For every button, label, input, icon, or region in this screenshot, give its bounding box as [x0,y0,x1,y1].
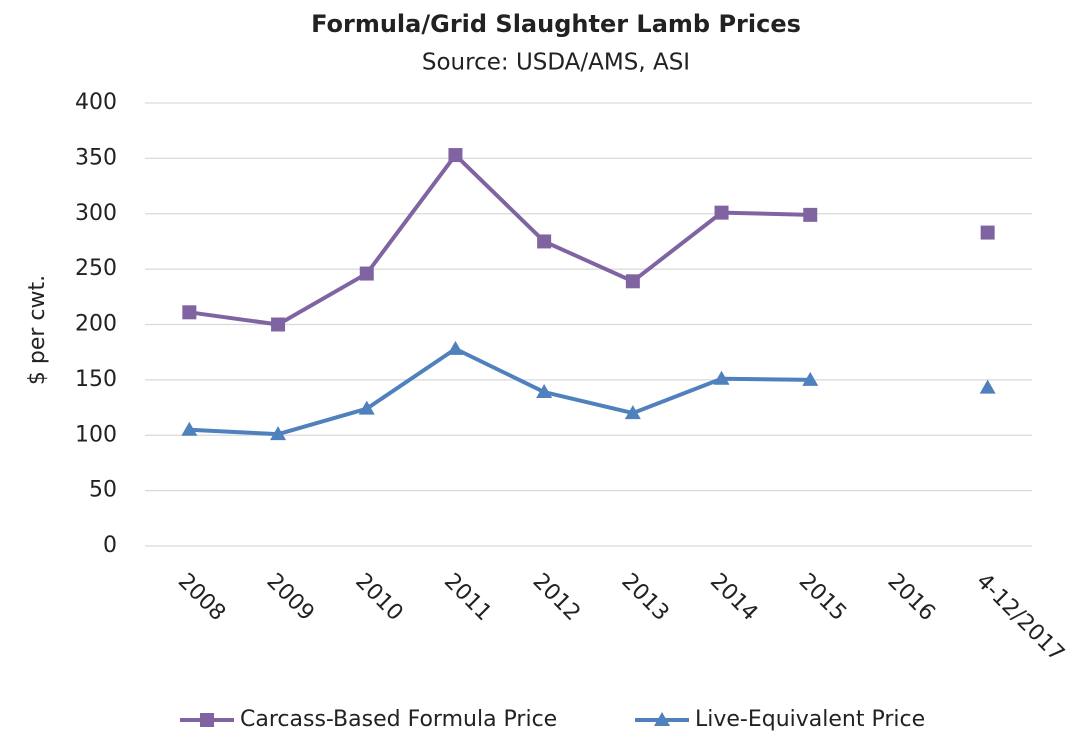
x-tick-label: 2008 [173,569,230,626]
x-tick-label: 4-12/2017 [971,569,1069,667]
data-point [359,266,374,281]
legend-label: Carcass-Based Formula Price [240,707,557,732]
x-tick-label: 2014 [705,569,762,626]
y-axis-label: $ per cwt. [25,275,50,385]
y-tick-label: 150 [75,367,117,392]
y-tick-label: 50 [89,478,117,503]
data-point [447,340,464,355]
chart-title: Formula/Grid Slaughter Lamb Prices [311,10,801,38]
legend-marker [654,712,670,726]
data-point [979,379,996,394]
x-tick-label: 2009 [262,569,319,626]
data-point [802,371,819,386]
y-tick-label: 100 [75,422,117,447]
y-tick-label: 400 [75,90,117,115]
data-point [181,421,198,436]
data-point [714,205,729,220]
x-tick-label: 2012 [528,569,585,626]
data-point [624,405,641,420]
data-point [537,234,552,249]
x-tick-label: 2010 [350,569,407,626]
data-point [448,148,463,163]
data-point [182,305,197,320]
y-tick-label: 300 [75,201,117,226]
data-point [625,274,640,289]
y-tick-label: 350 [75,145,117,170]
data-point [271,317,286,332]
x-tick-label: 2013 [616,569,673,626]
data-point [980,225,995,240]
data-point [536,384,553,399]
y-tick-label: 200 [75,312,117,337]
data-point [358,400,375,415]
x-tick-label: 2016 [882,569,939,626]
chart-subtitle: Source: USDA/AMS, ASI [422,50,690,76]
x-tick-label: 2011 [439,569,496,626]
data-point [713,370,730,385]
data-point [803,207,818,222]
series-line [189,349,987,434]
y-tick-label: 250 [75,256,117,281]
series-line [189,155,987,324]
x-tick-label: 2015 [794,569,851,626]
data-point [270,426,287,441]
y-tick-label: 0 [103,533,117,558]
legend-marker [200,713,214,727]
legend-label: Live-Equivalent Price [695,707,925,732]
